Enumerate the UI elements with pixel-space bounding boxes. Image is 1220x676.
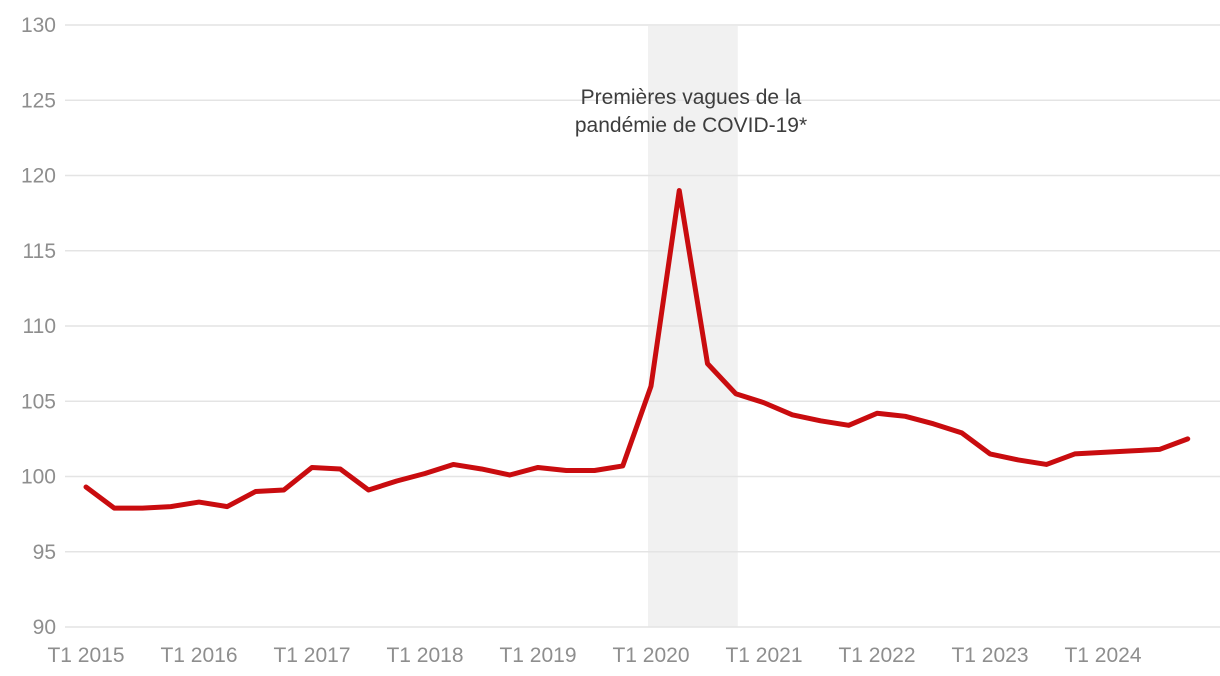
x-tick-label-t1-2018: T1 2018 xyxy=(386,644,463,667)
x-tick-label-t1-2021: T1 2021 xyxy=(725,644,802,667)
y-tick-label-120: 120 xyxy=(21,165,56,188)
data-line-indice-trimestriel xyxy=(83,188,1191,511)
covid-annotation-line2: pandémie de COVID-19* xyxy=(574,114,808,137)
covid-annotation-line1: Premières vagues de la xyxy=(580,86,802,109)
y-tick-label-105: 105 xyxy=(21,390,56,413)
y-tick-label-95: 95 xyxy=(33,541,56,564)
x-tick-label-t1-2022: T1 2022 xyxy=(838,644,915,667)
x-tick-label-t1-2019: T1 2019 xyxy=(499,644,576,667)
x-tick-label-t1-2023: T1 2023 xyxy=(951,644,1028,667)
covid-annotation: Premières vagues de la pandémie de COVID… xyxy=(575,84,807,140)
y-tick-label-110: 110 xyxy=(23,315,56,338)
x-tick-label-t1-2017: T1 2017 xyxy=(273,644,350,667)
y-tick-label-90: 90 xyxy=(33,616,56,639)
x-tick-label-t1-2020: T1 2020 xyxy=(612,644,689,667)
x-tick-label-t1-2015: T1 2015 xyxy=(47,644,124,667)
y-tick-label-100: 100 xyxy=(21,466,56,489)
y-tick-label-130: 130 xyxy=(21,14,56,37)
x-tick-label-t1-2016: T1 2016 xyxy=(160,644,237,667)
y-tick-label-115: 115 xyxy=(23,240,56,263)
x-tick-label-t1-2024: T1 2024 xyxy=(1064,644,1141,667)
y-tick-label-125: 125 xyxy=(21,89,56,112)
